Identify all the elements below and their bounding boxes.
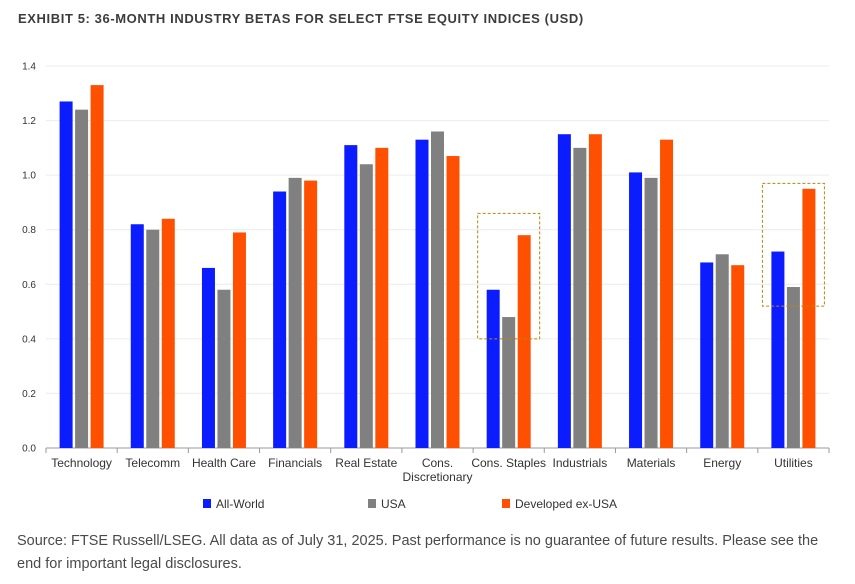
x-tick-label: Utilities: [774, 456, 813, 470]
bar: [644, 177, 658, 448]
source-note: Source: FTSE Russell/LSEG. All data as o…: [17, 533, 819, 572]
x-tick-label: Telecomm: [125, 456, 180, 470]
bar: [446, 156, 460, 449]
x-tick-label: Cons. Staples: [471, 456, 546, 470]
y-tick-label: 0.4: [22, 334, 36, 345]
bar: [344, 145, 358, 448]
y-tick-label: 1.2: [22, 116, 36, 127]
axes: [45, 447, 830, 453]
bar: [715, 254, 729, 448]
legend-label: All-World: [216, 497, 264, 511]
bar: [161, 218, 175, 448]
bar-chart: 0.0 0.2 0.4 0.6 0.8 1.0 1.2 1.4 Technology Teleco…: [22, 62, 830, 511]
bar: [359, 164, 373, 448]
bar: [130, 224, 144, 448]
bar: [59, 101, 73, 448]
x-tick-label: Real Estate: [335, 456, 397, 470]
x-tick-label: Energy: [703, 456, 741, 470]
y-tick-label: 0.8: [22, 225, 36, 236]
x-tick-label: Health Care: [192, 456, 256, 470]
bar: [588, 134, 602, 448]
highlight-boxes: [477, 182, 825, 340]
bar: [201, 267, 215, 448]
bar: [217, 289, 231, 448]
bar: [273, 191, 287, 448]
bar: [802, 188, 816, 449]
x-tick-label: Cons.: [422, 456, 453, 470]
x-tick-label: Industrials: [553, 456, 608, 470]
bar: [75, 109, 89, 449]
y-tick-label: 0.0: [22, 444, 36, 455]
bar: [502, 317, 516, 448]
bar: [288, 177, 302, 448]
bar: [629, 172, 643, 448]
bar: [415, 139, 429, 448]
bar: [232, 232, 246, 448]
bar: [90, 85, 104, 448]
bar: [731, 265, 745, 448]
bar: [517, 235, 531, 448]
bar: [786, 287, 800, 448]
legend-label: Developed ex-USA: [515, 497, 617, 511]
y-tick-label: 1.4: [22, 62, 36, 73]
legend: All-World USA Developed ex-USA: [203, 497, 617, 511]
bars: [59, 85, 816, 449]
bar: [660, 139, 674, 448]
highlight-box: [477, 212, 541, 340]
y-tick-label: 0.2: [22, 389, 36, 400]
legend-swatch: [368, 499, 376, 508]
bar: [431, 131, 444, 448]
chart-title: EXHIBIT 5: 36-MONTH INDUSTRY BETAS FOR S…: [18, 11, 584, 26]
bar: [771, 251, 785, 448]
legend-swatch: [203, 499, 211, 508]
x-tick-label: Materials: [627, 456, 676, 470]
x-tick-label: Financials: [268, 456, 322, 470]
bar: [486, 289, 500, 448]
bar: [573, 147, 587, 448]
bar: [557, 134, 571, 448]
legend-label: USA: [381, 497, 406, 511]
bar: [700, 262, 714, 448]
axis-labels: 0.0 0.2 0.4 0.6 0.8 1.0 1.2 1.4 Technology Teleco…: [22, 62, 813, 485]
bar: [375, 147, 389, 448]
bar: [304, 180, 318, 448]
x-tick-label: Discretionary: [402, 470, 472, 484]
y-tick-label: 1.0: [22, 171, 36, 182]
x-tick-label: Technology: [51, 456, 112, 470]
bar: [146, 229, 160, 448]
y-tick-label: 0.6: [22, 280, 36, 291]
legend-swatch: [502, 499, 510, 508]
highlight-box: [761, 182, 825, 307]
